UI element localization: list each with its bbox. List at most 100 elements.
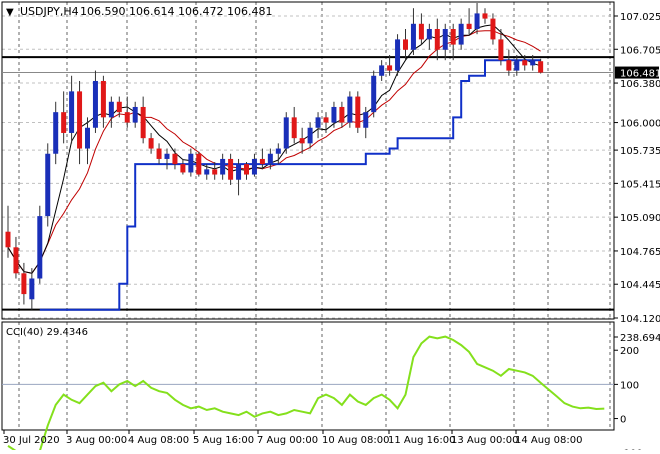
tick-layer: 107.025 106.705 106.380 106.000 105.735 105.4… (3, 12, 660, 454)
x-tick-label: 30 Jul 2020 (3, 435, 60, 446)
bullish-candle[interactable] (108, 101, 114, 118)
bullish-candle[interactable] (204, 169, 210, 175)
bearish-candle[interactable] (77, 91, 83, 149)
bullish-candle[interactable] (371, 75, 377, 113)
bearish-candle[interactable] (180, 164, 186, 173)
bearish-candle[interactable] (418, 23, 424, 40)
bearish-candle[interactable] (5, 231, 11, 248)
bullish-candle[interactable] (331, 106, 337, 123)
bullish-candle[interactable] (132, 106, 138, 123)
y-tick-label: 104.120 (620, 314, 660, 325)
bullish-candle[interactable] (363, 112, 369, 128)
bearish-candle[interactable] (172, 153, 178, 165)
y-tick-label: 107.025 (620, 12, 660, 23)
bullish-candle[interactable] (442, 28, 448, 50)
current-price-label: 106.481 (620, 69, 660, 80)
bullish-candle[interactable] (514, 60, 520, 71)
bullish-candle[interactable] (530, 60, 536, 66)
bearish-candle[interactable] (140, 106, 146, 139)
bearish-candle[interactable] (506, 60, 512, 71)
bearish-candle[interactable] (100, 80, 106, 118)
bullish-candle[interactable] (426, 28, 432, 40)
bullish-candle[interactable] (283, 117, 289, 149)
bullish-candle[interactable] (275, 148, 281, 154)
bearish-candle[interactable] (21, 273, 27, 295)
bearish-candle[interactable] (538, 61, 544, 73)
bullish-candle[interactable] (474, 13, 480, 29)
cci-tick-label: 200 (620, 346, 639, 357)
bearish-candle[interactable] (490, 18, 496, 40)
bullish-candle[interactable] (29, 278, 35, 300)
bullish-candle[interactable] (458, 23, 464, 45)
bullish-candle[interactable] (220, 158, 226, 175)
bullish-candle[interactable] (85, 127, 90, 149)
bullish-candle[interactable] (69, 91, 75, 133)
bearish-candle[interactable] (259, 158, 265, 165)
y-tick-label: 105.415 (620, 179, 660, 190)
bearish-candle[interactable] (244, 164, 249, 175)
x-tick-label: 5 Aug 16:00 (193, 435, 254, 446)
cci-tick-label: 238.6947 (620, 333, 660, 344)
bullish-candle[interactable] (92, 80, 98, 128)
bearish-candle[interactable] (482, 13, 488, 19)
symbol-timeframe-label: USDJPY,H4 (20, 5, 79, 18)
bullish-candle[interactable] (37, 216, 43, 279)
cci-line (7, 335, 605, 454)
bullish-candle[interactable] (410, 23, 416, 50)
current-price-tag (615, 66, 659, 79)
candle-layer[interactable] (5, 3, 544, 310)
bullish-candle[interactable] (315, 117, 321, 128)
bearish-candle[interactable] (355, 96, 361, 128)
y-tick-label: 104.445 (620, 280, 660, 291)
bearish-candle[interactable] (212, 169, 218, 175)
bearish-candle[interactable] (156, 148, 162, 159)
bullish-candle[interactable] (164, 153, 170, 159)
bearish-candle[interactable] (522, 60, 528, 66)
bearish-candle[interactable] (434, 28, 440, 50)
x-tick-label: 3 Aug 00:00 (66, 435, 127, 446)
y-tick-label: 106.000 (620, 119, 660, 130)
bullish-candle[interactable] (307, 127, 313, 144)
bearish-candle[interactable] (61, 112, 67, 133)
cci-tick-label: 0 (620, 415, 626, 426)
cci-panel-frame (1, 321, 615, 431)
x-tick-label: 11 Aug 16:00 (388, 435, 455, 446)
bullish-candle[interactable] (236, 164, 242, 180)
bearish-candle[interactable] (387, 65, 393, 71)
y-tick-label: 106.380 (620, 79, 660, 90)
bearish-candle[interactable] (299, 138, 305, 144)
bearish-candle[interactable] (116, 101, 122, 113)
x-tick-label: 10 Aug 08:00 (322, 435, 389, 446)
bearish-candle[interactable] (339, 106, 345, 123)
y-tick-label: 106.705 (620, 45, 660, 56)
bullish-candle[interactable] (379, 65, 385, 76)
bullish-candle[interactable] (188, 153, 194, 173)
bullish-candle[interactable] (267, 153, 273, 165)
dropdown-arrow-icon[interactable]: ▼ (6, 7, 14, 18)
bearish-candle[interactable] (124, 112, 130, 123)
bullish-candle[interactable] (347, 96, 353, 123)
bullish-candle[interactable] (395, 39, 401, 71)
bearish-candle[interactable] (196, 153, 202, 175)
bearish-candle[interactable] (13, 247, 19, 274)
y-tick-label: 105.090 (620, 213, 660, 224)
bearish-candle[interactable] (291, 117, 297, 139)
grid-layer (2, 2, 614, 430)
bearish-candle[interactable] (148, 138, 154, 149)
bullish-candle[interactable] (251, 158, 257, 175)
cci-layer (7, 335, 605, 454)
bearish-candle[interactable] (403, 39, 408, 50)
x-tick-label: 7 Aug 00:00 (257, 435, 318, 446)
bullish-candle[interactable] (53, 112, 59, 154)
bearish-candle[interactable] (466, 23, 472, 29)
bullish-candle[interactable] (45, 153, 51, 217)
bearish-candle[interactable] (498, 39, 504, 61)
trailing-stop-line (39, 59, 541, 311)
bearish-candle[interactable] (228, 158, 234, 180)
cci-tick-label: 100 (620, 380, 639, 391)
bearish-candle[interactable] (323, 117, 329, 123)
x-tick-label: 14 Aug 08:00 (515, 435, 582, 446)
bearish-candle[interactable] (450, 28, 456, 45)
